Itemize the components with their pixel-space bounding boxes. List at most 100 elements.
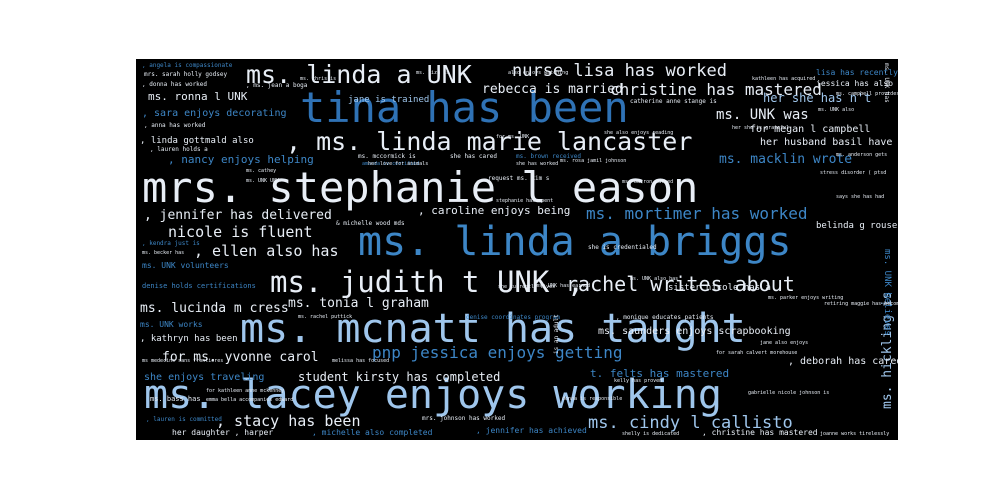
cloud-word: she has cared (450, 153, 497, 160)
cloud-word: donna is responsible (562, 396, 623, 402)
cloud-word: jane is trained (348, 95, 430, 105)
cloud-word: ms. saunders enjoys scrapbooking (598, 326, 791, 337)
cloud-word: for sarah calvert morehouse (716, 350, 798, 356)
cloud-word: , jennifer has delivered (144, 208, 332, 223)
cloud-word: ms. lacey enjoys working (144, 372, 722, 418)
cloud-word: her husband basil have (760, 137, 893, 148)
cloud-word: stress disorder ( ptsd (820, 170, 887, 176)
cloud-word: , monique educates patients (616, 314, 714, 321)
cloud-word: pnp jessica enjoys getting (372, 343, 623, 362)
cloud-word: , caroline enjoys being (418, 204, 571, 217)
cloud-word: amanda is certified (362, 161, 420, 167)
cloud-word: her love for animals (368, 161, 429, 167)
cloud-word: ms. mcnatt has taught (240, 306, 746, 352)
cloud-word: & michelle wood mds (336, 220, 405, 227)
cloud-word: , stacy has been (216, 412, 361, 430)
cloud-word: stephanie has spent (496, 198, 554, 204)
cloud-word: , sara enjoys decorating (142, 108, 287, 119)
cloud-word: ms. UNK volunteers (142, 261, 229, 270)
cloud-word: emma bella accompanies edward (206, 397, 294, 403)
cloud-word: gabrielle nicole johnson is (748, 390, 830, 396)
cloud-word: ms. mortimer has worked (586, 204, 808, 223)
cloud-word: ms. UNK also has (630, 276, 679, 282)
cloud-word: , kathryn has been (140, 334, 238, 344)
cloud-word: her she is grateful (732, 125, 790, 131)
cloud-word: ms. UNK believes (882, 249, 892, 336)
cloud-word: mrs. stephanie l eason (142, 163, 699, 212)
cloud-word: , angela is compassionate (142, 62, 233, 69)
cloud-word: ms. campbell provides (836, 91, 898, 97)
cloud-word: ms. rosa jamil johnson (560, 158, 627, 164)
cloud-word: ms. liza is (416, 70, 450, 76)
cloud-word: joanne works tirelessly (820, 431, 890, 437)
cloud-word: ms. linda a briggs (358, 219, 792, 265)
cloud-word: ms. mccormick is (358, 153, 416, 160)
cloud-word: jane also enjoys (760, 340, 809, 346)
cloud-word: , michelle also completed (312, 428, 433, 437)
cloud-word: tina has been (300, 83, 629, 132)
cloud-word: ms. judith t UNK , (270, 265, 585, 299)
cloud-word: ms. UNK also (818, 107, 855, 113)
cloud-word: ms. macklin wrote (719, 152, 853, 167)
cloud-word: rebecca is married (482, 82, 623, 97)
cloud-word: christine has mastered (610, 80, 822, 99)
cloud-word: , ms. jean a boga (246, 82, 308, 89)
cloud-word: , donna has worked (142, 81, 208, 88)
cloud-word: is an adult (553, 314, 560, 354)
cloud-word: , ellen also has (194, 242, 339, 260)
cloud-word: , linda gottmald also (140, 136, 254, 146)
cloud-word: , nancy enjoys helping (168, 153, 314, 166)
cloud-word: mrs. sarah holly godsey (144, 71, 228, 78)
cloud-word: , anna has worked (144, 122, 206, 129)
cloud-word: ms. UNK has earned (536, 283, 591, 289)
cloud-word: she enjoys traveling (144, 372, 265, 383)
cloud-word: ms. bass has (150, 395, 201, 403)
cloud-word: belinda g rouse (816, 221, 898, 231)
cloud-word: , kendra just is (142, 240, 200, 247)
cloud-word: kelly has proven (614, 378, 663, 384)
cloud-word: ms. chris is (300, 76, 337, 82)
cloud-word: , deborah has cared (788, 356, 898, 367)
cloud-word: melissa has focused (332, 358, 390, 364)
cloud-word: request ms. kim s (488, 175, 550, 182)
cloud-word: rachel writes about (566, 272, 795, 296)
cloud-word: says she has had (836, 194, 885, 200)
cloud-word: ms. lucinda m cress (140, 301, 289, 316)
cloud-word: ms. parker enjoys writing (768, 295, 844, 301)
cloud-word: ms. tonia l graham (288, 296, 429, 311)
cloud-word: for ms. yvonne carol (162, 350, 319, 365)
cloud-word: ms. cathey (246, 168, 277, 174)
cloud-word: ms. brown received (516, 153, 582, 160)
cloud-word: sister nicole has a (668, 283, 771, 293)
cloud-word: , lauren is committed (146, 416, 222, 423)
cloud-word: ms. UNK works (140, 320, 203, 329)
cloud-word: ms. linda a UNK (246, 60, 472, 89)
cloud-word: t. felts has mastered (590, 367, 730, 380)
cloud-word: mrs. johnson has worked (422, 415, 506, 422)
cloud-word: her daughter , harper (172, 428, 274, 437)
cloud-word: , jennifer has achieved (476, 426, 587, 435)
cloud-word: nurse lisa has worked (512, 61, 727, 81)
cloud-word: denise coordinates program (466, 314, 560, 321)
cloud-word: student kirsty has completed (298, 370, 501, 384)
cloud-word: she currently lives (498, 284, 556, 290)
cloud-word: jessica has also (816, 79, 894, 88)
cloud-word: for kathleen anne mckenney (206, 388, 285, 394)
cloud-word: , ms. linda marie lancaster (286, 127, 693, 156)
cloud-word: ms. barron earned (622, 179, 674, 185)
cloud-word: also enjoys watching (508, 70, 569, 76)
cloud-word: denise holds certifications (142, 282, 256, 290)
cloud-word: she also enjoys reading (604, 130, 674, 136)
cloud-word: ms. UNK was (716, 107, 809, 123)
cloud-word: retiring maggie has become (824, 301, 898, 307)
cloud-word: ms. ronna l UNK (148, 90, 248, 103)
cloud-word: ms. rachel puttick (298, 314, 353, 320)
cloud-word: kathleen has acquired (752, 76, 816, 82)
cloud-word: nicole is fluent (168, 223, 313, 241)
cloud-word: ms. UNK UNK (246, 178, 280, 184)
cloud-word: ms. anderson gets (836, 152, 888, 158)
cloud-word: ms. cindy l callisto (588, 413, 793, 433)
cloud-word: she has worked (516, 161, 559, 167)
cloud-word: she is credentialed (588, 244, 657, 251)
cloud-word: her she has n't (763, 91, 872, 105)
